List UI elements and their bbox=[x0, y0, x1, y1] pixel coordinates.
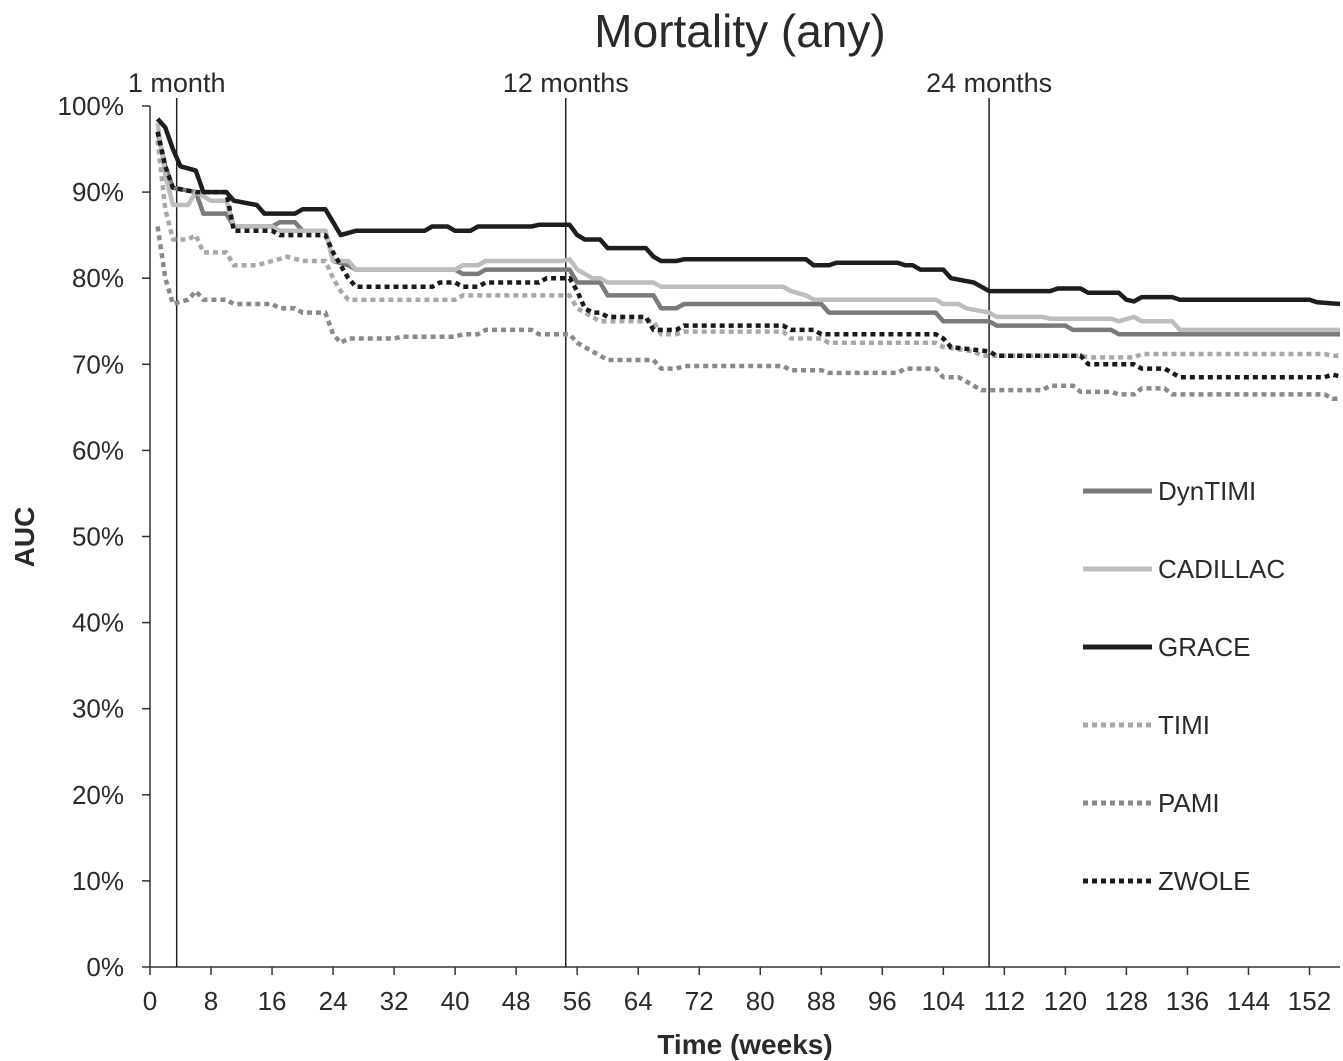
y-tick-label: 100% bbox=[58, 91, 125, 121]
x-tick-label: 136 bbox=[1166, 986, 1209, 1016]
axes: 0% 10% 20% 30% 40% 50% 60% 70% 80% 90% 100% 0 8 16 24 3… bbox=[58, 91, 1340, 1016]
legend-label-pami: PAMI bbox=[1158, 788, 1220, 818]
y-tick-label: 70% bbox=[72, 349, 124, 379]
chart-title: Mortality (any) bbox=[594, 5, 885, 57]
legend-label-grace: GRACE bbox=[1158, 632, 1250, 662]
y-tick-label: 90% bbox=[72, 177, 124, 207]
x-tick-label: 88 bbox=[807, 986, 836, 1016]
x-tick-label: 32 bbox=[380, 986, 409, 1016]
y-tick-label: 50% bbox=[72, 522, 124, 552]
series-line-pami bbox=[155, 226, 1340, 401]
x-tick-label: 112 bbox=[984, 986, 1025, 1016]
marker-label: 1 month bbox=[128, 68, 226, 98]
x-tick-label: 72 bbox=[685, 986, 714, 1016]
x-tick-label: 0 bbox=[143, 986, 157, 1016]
marker-label: 12 months bbox=[503, 68, 629, 98]
legend: DynTIMI CADILLAC GRACE TIMI PAMI ZWOLE bbox=[1083, 476, 1285, 896]
y-tick-label: 10% bbox=[72, 866, 124, 896]
y-tick-label: 80% bbox=[72, 263, 124, 293]
x-tick-label: 48 bbox=[502, 986, 531, 1016]
x-tick-label: 64 bbox=[624, 986, 653, 1016]
y-tick-label: 60% bbox=[72, 435, 124, 465]
x-tick-label: 80 bbox=[746, 986, 775, 1016]
series-lines bbox=[155, 117, 1341, 401]
y-tick-label: 20% bbox=[72, 780, 124, 810]
y-tick-label: 40% bbox=[72, 608, 124, 638]
y-tick-label: 30% bbox=[72, 694, 124, 724]
legend-label-dyntimi: DynTIMI bbox=[1158, 476, 1256, 506]
series-line-grace bbox=[155, 117, 1341, 307]
x-tick-label: 40 bbox=[441, 986, 470, 1016]
x-tick-label: 144 bbox=[1227, 986, 1270, 1016]
y-tick-label: 0% bbox=[86, 952, 124, 982]
x-axis-label: Time (weeks) bbox=[657, 1029, 832, 1060]
x-tick-label: 96 bbox=[868, 986, 897, 1016]
series-line-timi bbox=[155, 140, 1340, 360]
y-axis-label: AUC bbox=[9, 507, 40, 568]
x-tick-label: 128 bbox=[1105, 986, 1148, 1016]
legend-label-zwole: ZWOLE bbox=[1158, 866, 1250, 896]
x-tick-label: 152 bbox=[1288, 986, 1331, 1016]
vertical-markers: 1 month 12 months 24 months bbox=[128, 68, 1052, 967]
x-tick-label: 56 bbox=[563, 986, 592, 1016]
x-tick-label: 120 bbox=[1044, 986, 1087, 1016]
series-line-zwole bbox=[155, 131, 1341, 380]
series-line-dyntimi bbox=[155, 131, 1340, 337]
series-line-cadillac bbox=[155, 122, 1340, 333]
x-tick-label: 24 bbox=[319, 986, 348, 1016]
x-tick-label: 104 bbox=[922, 986, 965, 1016]
marker-label: 24 months bbox=[926, 68, 1052, 98]
legend-label-cadillac: CADILLAC bbox=[1158, 554, 1285, 584]
x-tick-label: 8 bbox=[204, 986, 218, 1016]
x-tick-label: 16 bbox=[258, 986, 287, 1016]
legend-label-timi: TIMI bbox=[1158, 710, 1210, 740]
